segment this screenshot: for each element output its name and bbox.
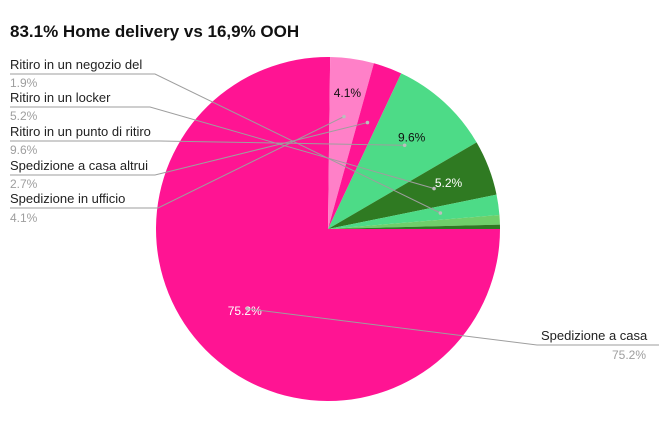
slice-category-label: Ritiro in un punto di ritiro: [10, 124, 151, 139]
slice-value-label: 5.2%: [435, 176, 463, 190]
pie-slice: [328, 142, 497, 229]
slice-category-label: Spedizione a casa altrui: [10, 158, 148, 173]
slice-category-label: Spedizione a casa: [541, 328, 648, 343]
callout-line: [10, 106, 435, 190]
slice-percent-label: 75.2%: [612, 348, 646, 362]
callout-dot: [438, 211, 443, 215]
chart-title: 83.1% Home delivery vs 16,9% OOH: [10, 22, 300, 41]
pie-slice: [328, 194, 500, 229]
pie-slice: [328, 57, 374, 229]
callout-dot: [402, 143, 407, 148]
slice-value-label: 75.2%: [228, 304, 262, 318]
callout-line: [10, 116, 345, 209]
slice-percent-label: 5.2%: [10, 109, 38, 123]
slice-percent-label: 9.6%: [10, 143, 38, 157]
slice-percent-label: 4.1%: [10, 211, 38, 225]
slice-value-label: 4.1%: [334, 86, 362, 100]
callout-dot: [432, 186, 436, 191]
callout-line: [10, 140, 405, 146]
slice-percent-label: 1.9%: [10, 76, 38, 90]
slice-percent-label: 2.7%: [10, 177, 38, 191]
callout-line: [10, 73, 441, 214]
slice-category-label: Ritiro in un negozio del: [10, 57, 142, 72]
pie-slice: [156, 56, 500, 401]
callout-dot: [245, 306, 250, 311]
slice-category-label: Spedizione in ufficio: [10, 191, 125, 206]
callout-line: [10, 122, 368, 176]
callout-dot: [342, 114, 346, 119]
pie-slice: [328, 214, 500, 229]
slice-category-label: Ritiro in un locker: [10, 90, 111, 105]
pie-slice: [328, 63, 402, 229]
slice-value-label: 9.6%: [398, 131, 426, 145]
callout-line: [247, 308, 659, 346]
callout-dot: [365, 120, 370, 125]
pie-slice: [328, 73, 477, 229]
pie-slice: [328, 224, 500, 229]
